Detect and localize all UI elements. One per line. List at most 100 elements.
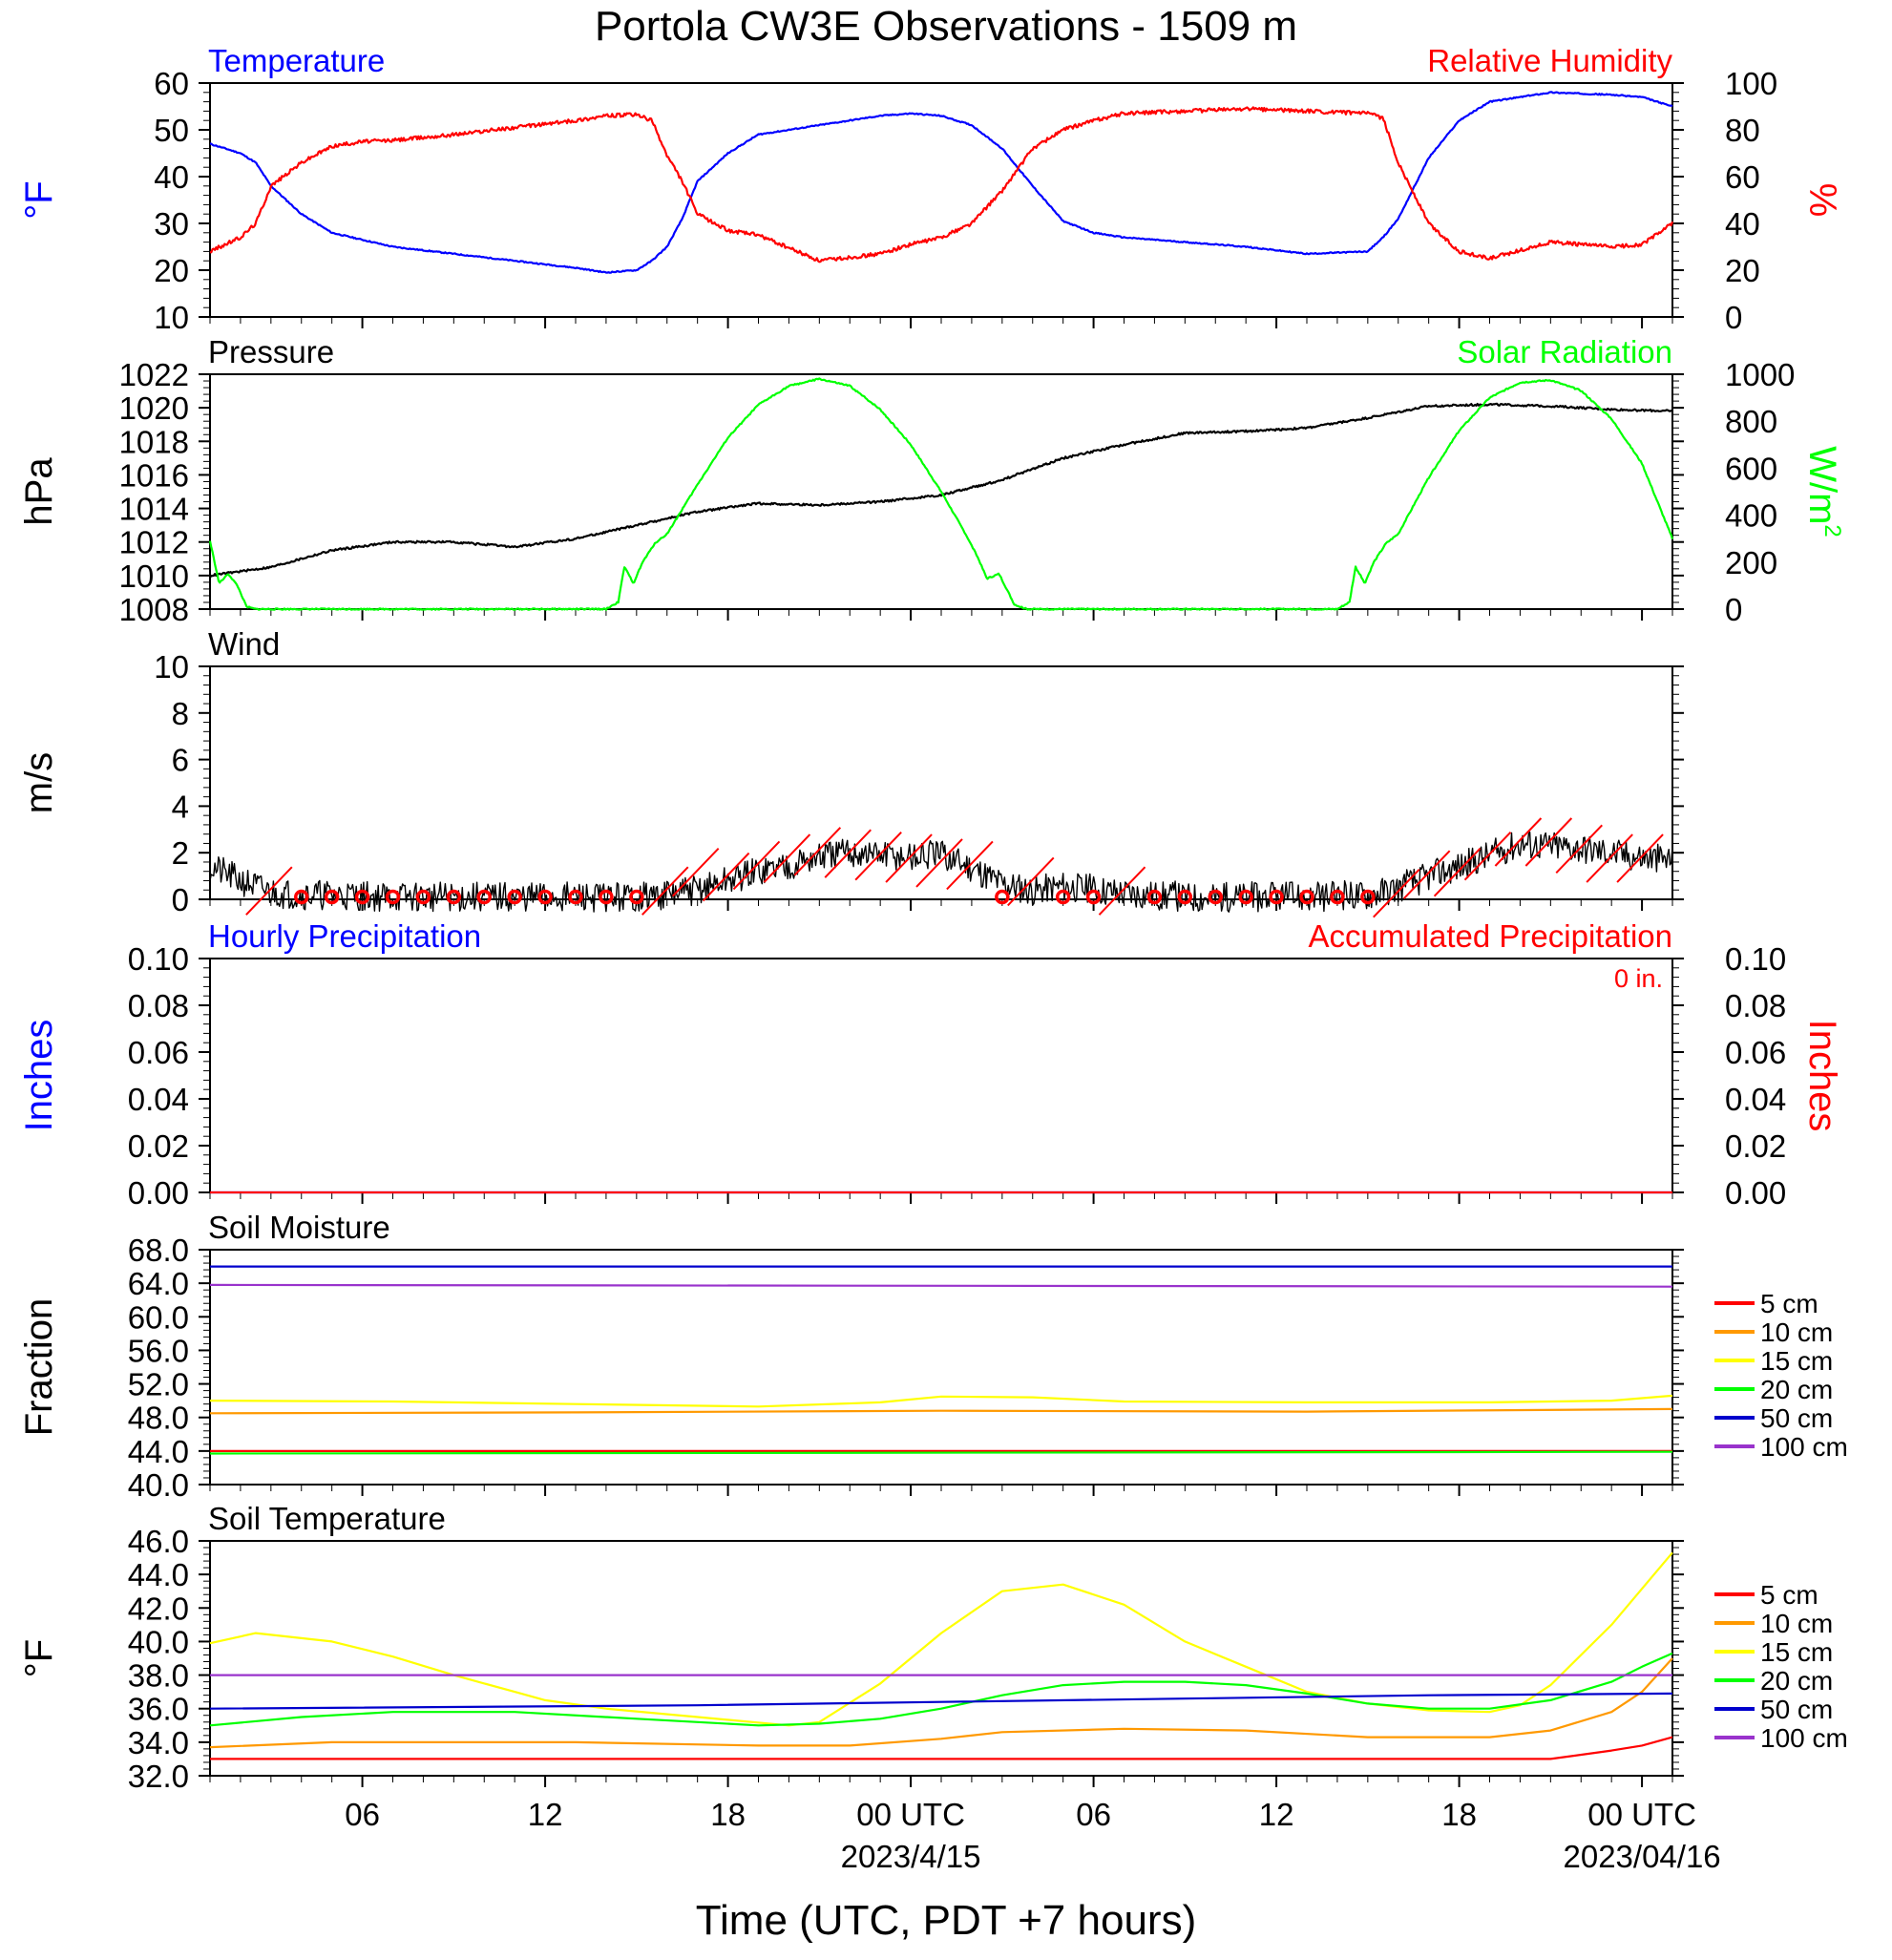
wind-barb: [915, 838, 963, 888]
panel-title-left: Temperature: [208, 43, 385, 78]
y-tick-label-right: 0.02: [1725, 1128, 1786, 1164]
plot-frame: [209, 1540, 1673, 1777]
y-tick-label: 44.0: [128, 1434, 189, 1469]
wind-barb: [1433, 848, 1482, 897]
legend-label: 15 cm: [1760, 1346, 1833, 1376]
y-tick-label: 10: [154, 300, 189, 335]
wind-barb: [671, 848, 720, 897]
y-tick-label: 0: [172, 882, 189, 917]
y-tick-label: 40.0: [128, 1624, 189, 1659]
wind-calm-marker: [354, 889, 370, 905]
series-line-15-cm: [209, 1551, 1673, 1727]
wind-barb: [1555, 824, 1603, 875]
wind-barb: [824, 829, 872, 878]
legend-label: 20 cm: [1760, 1666, 1833, 1696]
y-tick-label: 38.0: [128, 1658, 189, 1694]
y-tick-label: 1008: [119, 592, 189, 627]
wind-barb: [1098, 866, 1146, 916]
y-tick-label: 2: [172, 835, 189, 871]
y-tick-label: 1022: [119, 357, 189, 392]
series-line-5-cm: [210, 1736, 1673, 1760]
legend-label: 5 cm: [1760, 1289, 1818, 1318]
y-tick-label: 0.08: [128, 988, 189, 1023]
wind-barb: [885, 833, 933, 883]
y-tick-label: 48.0: [128, 1401, 189, 1436]
legend-label: 10 cm: [1760, 1609, 1833, 1638]
wind-barb: [732, 840, 781, 891]
wind-calm-marker: [294, 889, 309, 905]
plot-frame: [209, 958, 1673, 1193]
y-tick-label-right: 20: [1725, 253, 1760, 288]
wind-calm-marker: [446, 889, 462, 905]
y-tick-label-right: 0.08: [1725, 988, 1786, 1023]
y-tick-label-right: 1000: [1725, 357, 1795, 392]
series-line-100-cm: [209, 1283, 1673, 1288]
wind-barb: [1524, 817, 1573, 867]
y-tick-label-right: 800: [1725, 404, 1777, 439]
x-tick-date-label: 2023/4/15: [841, 1839, 981, 1874]
legend-label: 20 cm: [1760, 1375, 1833, 1404]
wind-panel: 0 2 4 6 8 10 Wind m/s: [18, 626, 1684, 918]
y-axis-label-left: hPa: [18, 457, 60, 526]
y-tick-label: 6: [172, 743, 189, 778]
y-tick-label: 44.0: [128, 1557, 189, 1592]
wind-calm-marker: [1177, 889, 1193, 905]
y-tick-label: 1020: [119, 390, 189, 426]
y-axis-label-left: °F: [18, 180, 60, 219]
legend-label: 50 cm: [1760, 1403, 1833, 1433]
y-tick-label: 60: [154, 66, 189, 101]
x-tick-label: 18: [710, 1797, 746, 1832]
y-tick-label-right: 200: [1725, 545, 1777, 580]
wind-barb: [1616, 833, 1664, 883]
wind-calm-marker: [1360, 889, 1376, 905]
y-axis-label-left: °F: [18, 1639, 60, 1677]
wind-calm-marker: [1299, 889, 1314, 905]
x-tick-label: 18: [1441, 1797, 1477, 1832]
panel-title-left: Wind: [208, 626, 280, 662]
y-tick-label-right: 80: [1725, 113, 1760, 148]
x-tick-label: 00 UTC: [856, 1797, 965, 1832]
y-axis-label-left: m/s: [18, 752, 60, 813]
wind-calm-marker: [1330, 889, 1345, 905]
wind-calm-marker: [1238, 889, 1253, 905]
wind-barb: [1463, 831, 1512, 881]
wind-calm-marker: [324, 889, 340, 905]
wind-calm-marker: [995, 889, 1010, 905]
wind-calm-marker: [629, 889, 644, 905]
wind-calm-marker: [1269, 889, 1284, 905]
y-tick-label-right: 0.04: [1725, 1082, 1786, 1117]
wind-barb: [763, 833, 811, 883]
panel-title-right: Relative Humidity: [1427, 43, 1672, 78]
legend-label: 50 cm: [1760, 1695, 1833, 1724]
y-tick-label-right: 40: [1725, 206, 1760, 242]
series-line-50-cm: [209, 1692, 1673, 1710]
wind-barb: [702, 852, 750, 902]
wind-calm-marker: [1085, 889, 1102, 905]
series-line-15-cm: [209, 1394, 1673, 1408]
wind-calm-marker: [1208, 889, 1223, 905]
y-tick-label: 52.0: [128, 1367, 189, 1402]
x-tick-date-label: 2023/04/16: [1563, 1839, 1720, 1874]
y-tick-label: 0.02: [128, 1128, 189, 1164]
y-tick-label-right: 0.10: [1725, 941, 1786, 977]
wind-barb: [854, 831, 902, 881]
wind-barb: [245, 866, 293, 916]
wind-calm-marker: [385, 889, 401, 905]
y-tick-label-right: 400: [1725, 498, 1777, 534]
y-tick-label: 36.0: [128, 1692, 189, 1727]
panel-title-left: Hourly Precipitation: [208, 918, 481, 954]
y-axis-label-right: W/m2: [1801, 446, 1845, 537]
y-tick-label-right: 600: [1725, 451, 1777, 486]
soil-temperature-panel: 32.034.036.038.040.042.044.046.0 Soil Tem…: [18, 1501, 1848, 1794]
wind-calm-marker: [1146, 889, 1163, 905]
wind-calm-marker: [415, 889, 431, 905]
series-line-20-cm: [209, 1450, 1673, 1455]
precipitation-panel: 0.00 0.02 0.04 0.06 0.08 0.10 0.00 0.02 0.04 0.06…: [18, 918, 1843, 1211]
wind-calm-marker: [568, 889, 583, 905]
y-tick-label: 64.0: [128, 1266, 189, 1301]
y-tick-label: 20: [154, 253, 189, 288]
wind-calm-marker: [1055, 889, 1071, 905]
y-tick-label: 56.0: [128, 1333, 189, 1368]
